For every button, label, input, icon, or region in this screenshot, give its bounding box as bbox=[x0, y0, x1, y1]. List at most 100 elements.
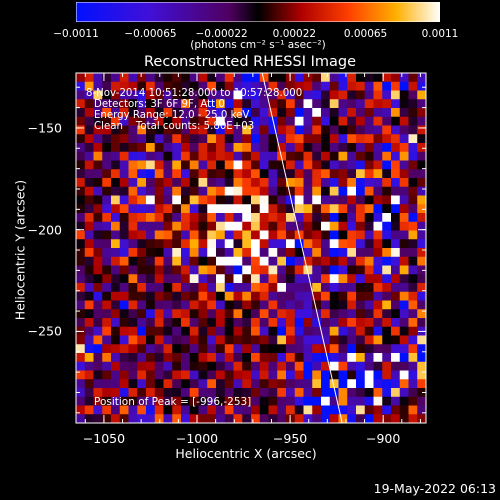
heatmap-cell bbox=[277, 125, 287, 135]
heatmap-cell bbox=[399, 125, 409, 135]
heatmap-cell bbox=[399, 186, 409, 196]
heatmap-cell bbox=[198, 379, 208, 389]
heatmap-cell bbox=[216, 318, 226, 328]
heatmap-cell bbox=[294, 344, 304, 354]
heatmap-cell bbox=[233, 405, 243, 415]
heatmap-cell bbox=[102, 300, 112, 310]
heatmap-cell bbox=[207, 160, 217, 170]
heatmap-cell bbox=[189, 151, 199, 161]
heatmap-cell bbox=[146, 256, 156, 266]
heatmap-cell bbox=[119, 195, 129, 205]
heatmap-cell bbox=[189, 265, 199, 275]
heatmap-cell bbox=[154, 388, 164, 398]
heatmap-cell bbox=[321, 309, 331, 319]
heatmap-cell bbox=[172, 195, 182, 205]
heatmap-cell bbox=[364, 213, 374, 223]
heatmap-cell bbox=[216, 213, 226, 223]
heatmap-cell bbox=[329, 370, 339, 380]
heatmap-cell bbox=[391, 370, 401, 380]
heatmap-cell bbox=[303, 213, 313, 223]
heatmap-cell bbox=[382, 256, 392, 266]
heatmap-cell bbox=[356, 213, 366, 223]
heatmap-cell bbox=[268, 300, 278, 310]
heatmap-cell bbox=[181, 116, 191, 126]
heatmap-cell bbox=[111, 300, 121, 310]
heatmap-cell bbox=[189, 143, 199, 153]
heatmap-cell bbox=[207, 230, 217, 240]
heatmap-cell bbox=[303, 379, 313, 389]
heatmap-cell bbox=[119, 265, 129, 275]
heatmap-cell bbox=[137, 81, 147, 91]
heatmap-cell bbox=[119, 379, 129, 389]
heatmap-cell bbox=[286, 388, 296, 398]
heatmap-cell bbox=[76, 248, 86, 258]
heatmap-cell bbox=[146, 116, 156, 126]
heatmap-cell bbox=[111, 318, 121, 328]
heatmap-cell bbox=[294, 125, 304, 135]
heatmap-cell bbox=[251, 291, 261, 301]
heatmap-cell bbox=[321, 178, 331, 188]
heatmap-cell bbox=[356, 204, 366, 214]
heatmap-cell bbox=[364, 361, 374, 371]
heatmap-cell bbox=[373, 414, 383, 424]
plot-timestamp: 19-May-2022 06:13 bbox=[373, 481, 496, 496]
heatmap-cell bbox=[128, 134, 138, 144]
heatmap-cell bbox=[268, 396, 278, 406]
heatmap-cell bbox=[408, 195, 418, 205]
heatmap-cell bbox=[373, 396, 383, 406]
heatmap-cell bbox=[303, 353, 313, 363]
heatmap-cell bbox=[128, 195, 138, 205]
heatmap-cell bbox=[224, 414, 234, 424]
heatmap-cell bbox=[198, 370, 208, 380]
heatmap-cell bbox=[277, 160, 287, 170]
heatmap-cell bbox=[224, 256, 234, 266]
heatmap-cell bbox=[119, 361, 129, 371]
heatmap-cell bbox=[216, 221, 226, 231]
heatmap-cell bbox=[417, 318, 427, 328]
heatmap-cell bbox=[391, 108, 401, 118]
heatmap-cell bbox=[259, 309, 269, 319]
heatmap-cell bbox=[356, 265, 366, 275]
heatmap-cell bbox=[382, 361, 392, 371]
heatmap-cell bbox=[417, 283, 427, 293]
heatmap-cell bbox=[198, 213, 208, 223]
heatmap-cell bbox=[181, 239, 191, 249]
heatmap-cell bbox=[119, 151, 129, 161]
heatmap-cell bbox=[251, 73, 261, 83]
heatmap-cell bbox=[356, 143, 366, 153]
heatmap-cell bbox=[382, 239, 392, 249]
heatmap-cell bbox=[347, 265, 357, 275]
heatmap-cell bbox=[233, 213, 243, 223]
heatmap-cell bbox=[163, 248, 173, 258]
heatmap-cell bbox=[207, 151, 217, 161]
heatmap-cell bbox=[347, 116, 357, 126]
heatmap-cell bbox=[137, 414, 147, 424]
heatmap-cell bbox=[154, 143, 164, 153]
heatmap-cell bbox=[128, 178, 138, 188]
heatmap-cell bbox=[312, 379, 322, 389]
heatmap-cell bbox=[364, 370, 374, 380]
heatmap-cell bbox=[373, 213, 383, 223]
heatmap-cell bbox=[137, 335, 147, 345]
heatmap-cell bbox=[294, 178, 304, 188]
heatmap-cell bbox=[146, 99, 156, 109]
heatmap-cell bbox=[312, 353, 322, 363]
heatmap-cell bbox=[216, 239, 226, 249]
heatmap-cell bbox=[329, 388, 339, 398]
heatmap-cell bbox=[76, 291, 86, 301]
heatmap-cell bbox=[181, 108, 191, 118]
heatmap-cell bbox=[338, 248, 348, 258]
heatmap-cell bbox=[312, 178, 322, 188]
heatmap-cell bbox=[268, 283, 278, 293]
heatmap-cell bbox=[303, 239, 313, 249]
heatmap-cell bbox=[111, 370, 121, 380]
heatmap-cell bbox=[268, 178, 278, 188]
heatmap-cell bbox=[76, 283, 86, 293]
heatmap-cell bbox=[321, 108, 331, 118]
heatmap-cell bbox=[224, 344, 234, 354]
heatmap-cell bbox=[364, 388, 374, 398]
heatmap-cell bbox=[224, 309, 234, 319]
heatmap-cell bbox=[286, 283, 296, 293]
heatmap-cell bbox=[408, 265, 418, 275]
